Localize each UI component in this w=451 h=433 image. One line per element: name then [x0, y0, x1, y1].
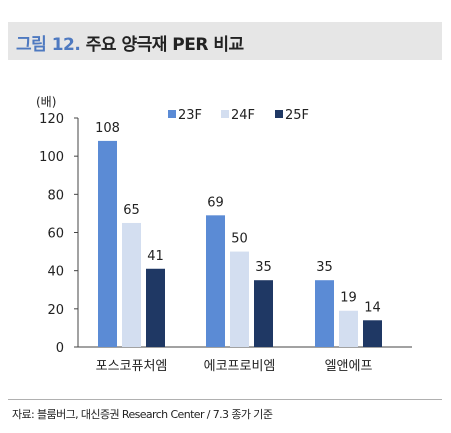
y-tick-label: 40	[47, 265, 64, 280]
legend-label-23F: 23F	[178, 108, 202, 123]
source-divider	[8, 399, 442, 400]
data-label: 108	[95, 121, 120, 136]
x-category-label: 엘앤에프	[325, 359, 373, 374]
bar-23F-0	[98, 140, 117, 347]
bar-25F-1	[254, 280, 273, 347]
legend-swatch-23F	[168, 110, 176, 118]
y-tick-label: 100	[39, 150, 64, 165]
figure-title: 그림 12. 주요 양극재 PER 비교	[16, 30, 244, 55]
data-label: 35	[316, 260, 333, 275]
legend-swatch-24F	[221, 110, 229, 118]
bar-23F-1	[206, 215, 225, 347]
bar-24F-1	[230, 251, 249, 347]
figure-title-text: 주요 양극재 PER 비교	[85, 35, 244, 55]
bar-25F-0	[146, 268, 165, 347]
bar-24F-0	[122, 222, 141, 347]
legend-label-24F: 24F	[231, 108, 255, 123]
data-label: 69	[207, 195, 224, 210]
x-category-label: 에코프로비엠	[204, 359, 276, 374]
data-label: 65	[123, 203, 140, 218]
legend-label-25F: 25F	[285, 108, 309, 123]
data-label: 50	[231, 232, 248, 247]
legend-swatch-25F	[275, 110, 283, 118]
data-label: 14	[364, 300, 381, 315]
y-tick-label: 80	[47, 188, 64, 203]
data-label: 35	[255, 260, 272, 275]
figure-title-bar: 그림 12. 주요 양극재 PER 비교	[8, 22, 442, 60]
bar-23F-2	[315, 280, 334, 347]
y-tick-label: 120	[39, 112, 64, 127]
bar-25F-2	[363, 320, 382, 347]
y-tick-label: 20	[47, 303, 64, 318]
bar-24F-2	[339, 310, 358, 347]
y-tick-label: 60	[47, 227, 64, 242]
x-category-label: 포스코퓨처엠	[96, 359, 168, 374]
y-axis-unit: (배)	[36, 95, 56, 109]
source-note: 자료: 블룸버그, 대신증권 Research Center / 7.3 종가 …	[12, 408, 273, 421]
figure-number: 그림 12.	[16, 35, 81, 55]
data-label: 19	[340, 291, 357, 306]
y-tick-label: 0	[56, 341, 64, 356]
data-label: 41	[147, 249, 164, 264]
